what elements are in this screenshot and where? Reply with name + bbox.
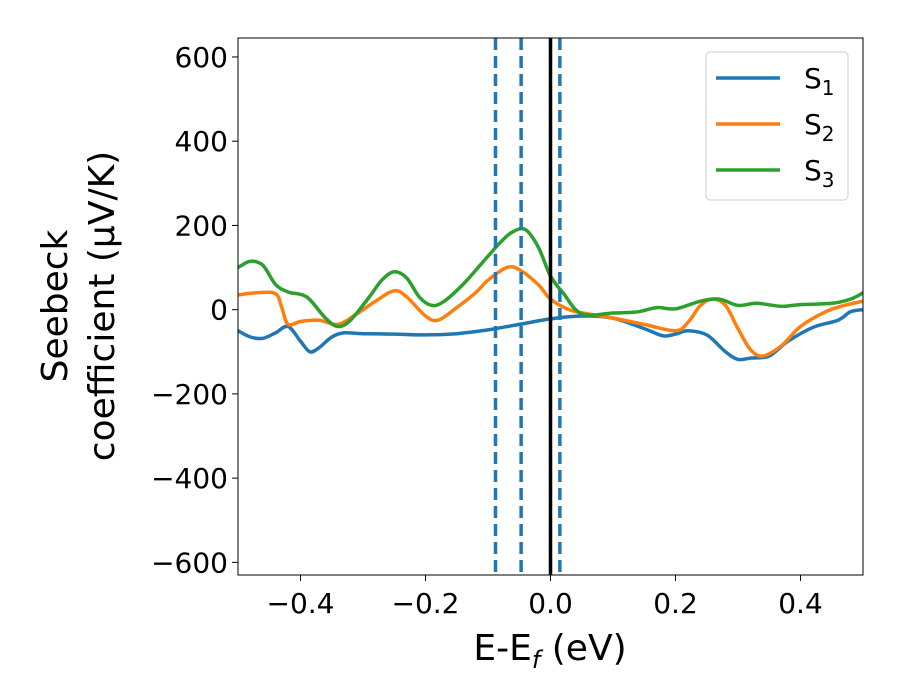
- x-tick-label: 0.0: [528, 587, 573, 620]
- y-tick-label: −400: [151, 462, 228, 495]
- series-line-s2: [238, 264, 863, 358]
- legend-label-s1: S1: [804, 62, 835, 100]
- x-axis-label: E-Ef (eV): [473, 628, 626, 674]
- series-line-s3: [238, 226, 863, 329]
- x-tick-label: 0.4: [778, 587, 823, 620]
- y-tick-label: −600: [151, 546, 228, 579]
- y-tick-label: 600: [175, 41, 228, 74]
- y-tick-label: −200: [151, 378, 228, 411]
- y-axis-label-line1: Seebeck: [35, 229, 76, 382]
- x-tick-label: −0.2: [392, 587, 460, 620]
- x-tick-label: −0.4: [267, 587, 335, 620]
- legend-label-s2: S2: [804, 108, 835, 146]
- x-tick-label: 0.2: [653, 587, 698, 620]
- y-tick-label: 0: [210, 294, 228, 327]
- y-tick-label: 200: [175, 209, 228, 242]
- y-axis-label-line2: coefficient (μV/K): [82, 151, 123, 461]
- legend-label-s3: S3: [804, 154, 835, 192]
- legend: S1 S2 S3: [705, 51, 849, 201]
- y-tick-label: 400: [175, 125, 228, 158]
- legend-box: [705, 51, 849, 201]
